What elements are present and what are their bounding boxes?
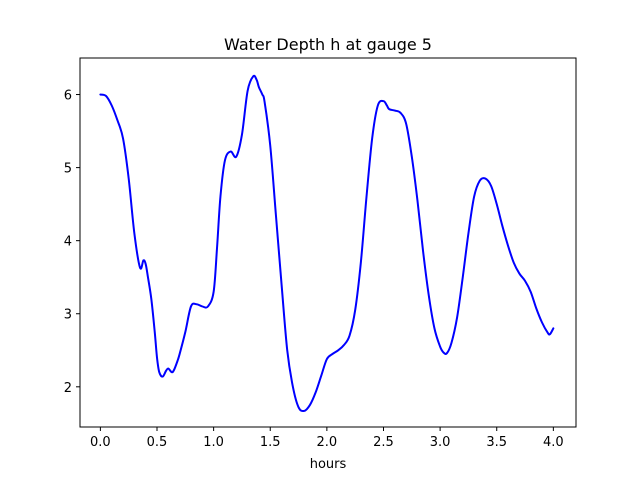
x-tick-label: 2.5 bbox=[373, 435, 394, 450]
chart-title: Water Depth h at gauge 5 bbox=[224, 35, 432, 54]
x-tick-label: 3.0 bbox=[430, 435, 451, 450]
y-tick-label: 2 bbox=[64, 381, 72, 396]
y-tick-label: 3 bbox=[64, 308, 72, 323]
x-tick-label: 0.0 bbox=[90, 435, 111, 450]
series-line-water-depth bbox=[99, 74, 555, 413]
y-axis-ticks: 2 3 4 5 6 bbox=[64, 89, 80, 396]
x-axis-label: hours bbox=[310, 457, 347, 472]
y-tick-label: 6 bbox=[64, 89, 72, 104]
x-tick-label: 2.0 bbox=[317, 435, 338, 450]
x-tick-label: 1.0 bbox=[203, 435, 224, 450]
x-tick-label: 0.5 bbox=[147, 435, 168, 450]
x-axis-ticks: 0.0 0.5 1.0 1.5 2.0 2.5 3.0 3.5 4.0 bbox=[90, 427, 564, 450]
x-tick-label: 4.0 bbox=[543, 435, 564, 450]
y-tick-label: 5 bbox=[64, 162, 72, 177]
y-tick-label: 4 bbox=[64, 235, 72, 250]
plot-frame bbox=[79, 57, 577, 428]
x-tick-label: 3.5 bbox=[486, 435, 507, 450]
x-tick-label: 1.5 bbox=[260, 435, 281, 450]
